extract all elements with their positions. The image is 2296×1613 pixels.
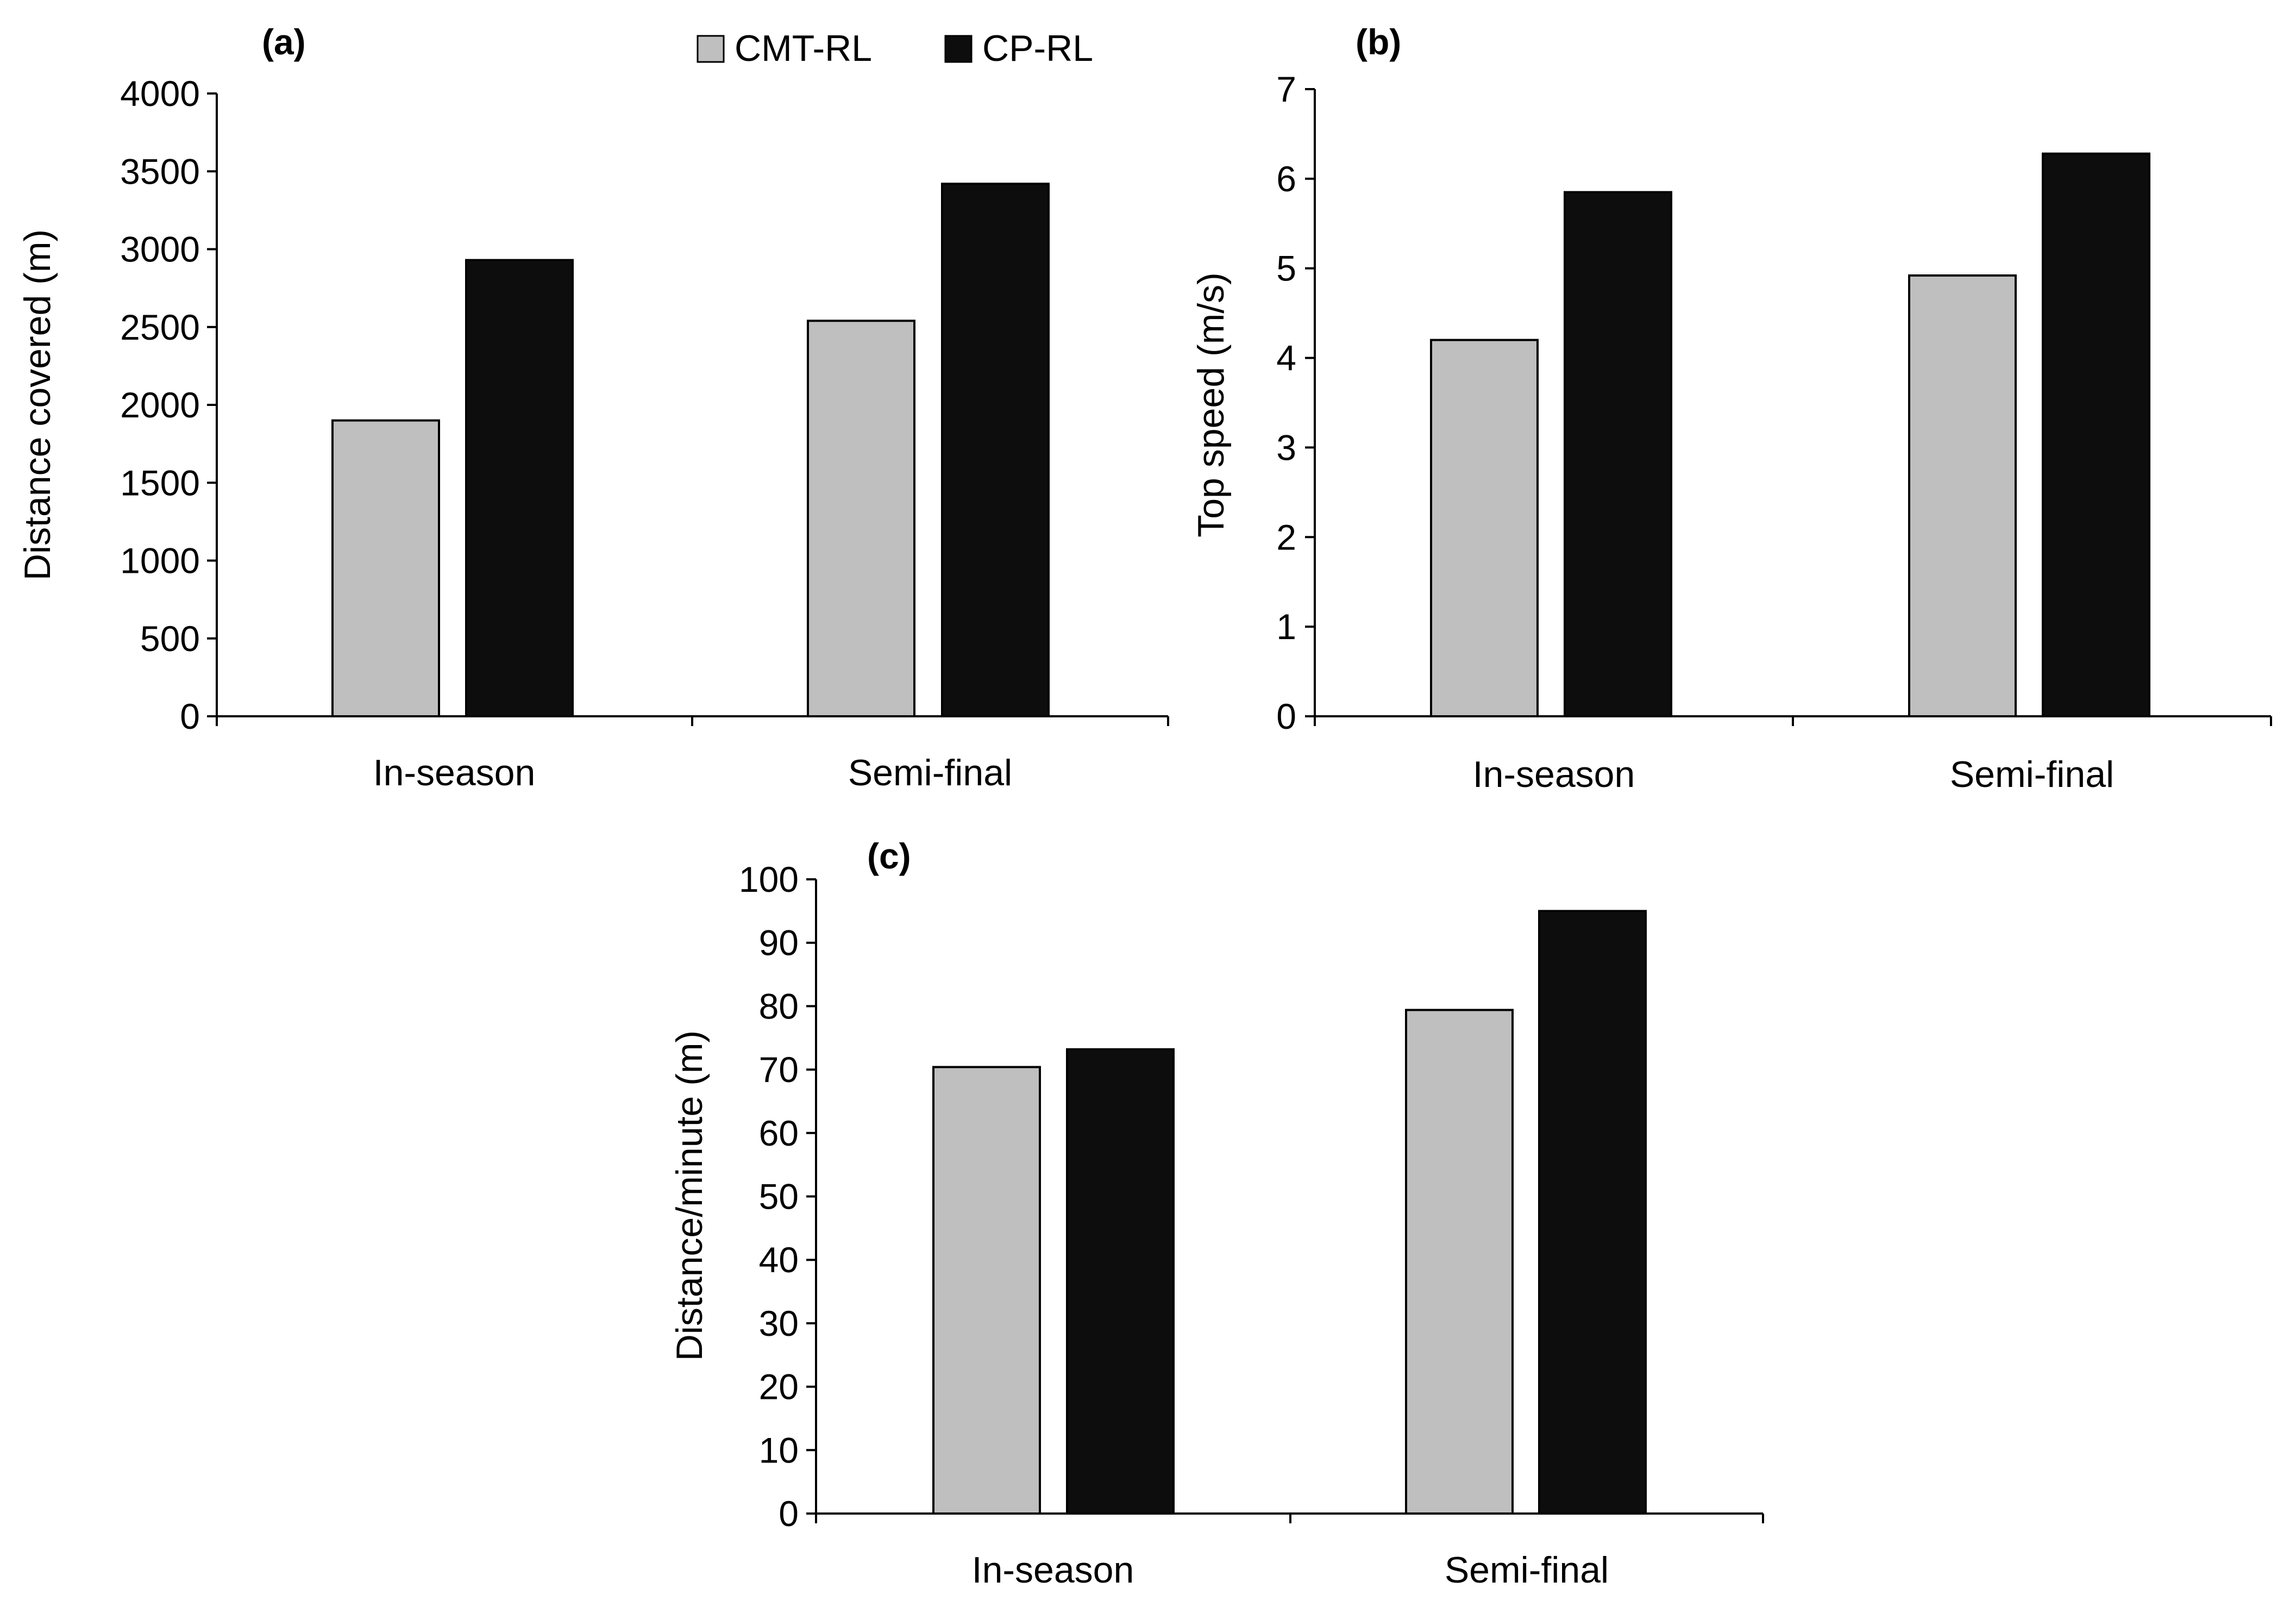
legend-swatch-cp-rl [944,35,973,63]
panel-a-y-tick-label: 0 [180,696,200,736]
panel-b-y-tick-label: 7 [1276,69,1296,109]
panel-c-bar-in-season-cp-rl [1066,1048,1175,1515]
panel-c-y-tick-label: 50 [759,1177,799,1217]
panel-a-y-tick-label: 4000 [120,73,200,114]
panel-c-y-tick-label: 100 [739,859,799,899]
panel-b-y-tick-label: 4 [1276,338,1296,378]
panel-b-y-tick-label: 6 [1276,159,1296,199]
panel-a-bar-semi-final-cmt-rl [807,320,915,717]
panel-c-y-tick-label: 60 [759,1113,799,1153]
panel-a-letter: (a) [262,22,306,62]
panel-b-y-tick-label: 2 [1276,517,1296,557]
panel-c-bar-semi-final-cmt-rl [1405,1009,1514,1515]
panel-a-bar-in-season-cp-rl [465,259,574,717]
panel-b-bar-semi-final-cmt-rl [1908,274,2017,718]
panel-b-x-ticks [1314,716,2272,726]
panel-b: (b) Top speed (m/s) 0 1 2 3 4 5 6 7 In-season S… [1190,22,2272,795]
legend-item-cmt-rl: CMT-RL [697,28,872,69]
legend-label-cmt-rl: CMT-RL [735,28,872,69]
panel-a-bar-semi-final-cp-rl [941,183,1050,718]
panel-c-y-tick-label: 30 [759,1303,799,1343]
panel-b-bars [1430,152,2150,718]
panel-a-x-ticks [216,716,1169,726]
panel-b-y-ticks: 0 1 2 3 4 5 6 7 [1276,69,1315,736]
panel-b-y-tick-label: 1 [1276,607,1296,647]
panel-a-y-ticks: 0 500 1000 1500 2000 2500 3000 3500 4000 [120,73,217,736]
panel-a-bars [331,183,1050,718]
panel-b-y-axis-title: Top speed (m/s) [1190,272,1232,537]
panel-a-category-semi-final: Semi-final [848,752,1012,793]
panel-a-y-tick-label: 1500 [120,462,200,503]
panel-c-y-ticks: 0 10 20 30 40 50 60 70 80 90 100 [739,859,816,1534]
legend: CMT-RL CP-RL [697,28,1093,69]
panel-c-bar-semi-final-cp-rl [1538,910,1647,1515]
panel-c-bars [932,910,1647,1515]
panel-c-y-tick-label: 0 [779,1493,799,1534]
panel-a: (a) Distance covered (m) 0 500 1000 1500 200… [17,22,1169,793]
panel-b-bar-in-season-cmt-rl [1430,339,1539,717]
panel-c-y-tick-label: 10 [759,1430,799,1470]
panel-a-y-tick-label: 500 [140,618,200,659]
panel-c-y-tick-label: 80 [759,986,799,1026]
panel-b-y-tick-label: 3 [1276,427,1296,467]
panel-c-y-tick-label: 90 [759,923,799,963]
panel-b-bar-semi-final-cp-rl [2042,152,2150,717]
panel-a-y-tick-label: 2500 [120,307,200,347]
panel-a-y-tick-label: 3000 [120,229,200,270]
panel-a-category-in-season: In-season [373,752,536,793]
panel-c-y-axis-title: Distance/minute (m) [669,1030,710,1361]
panel-c-y-tick-label: 40 [759,1240,799,1280]
panel-c: (c) Distance/minute (m) 0 10 20 30 40 50 60 70 8… [669,836,1764,1591]
panel-c-y-tick-label: 20 [759,1367,799,1407]
panel-a-y-tick-label: 2000 [120,385,200,425]
panel-a-y-tick-label: 1000 [120,541,200,581]
panel-b-category-in-season: In-season [1473,754,1635,795]
panel-c-bar-in-season-cmt-rl [932,1066,1041,1515]
panel-b-y-tick-label: 5 [1276,248,1296,289]
panel-a-y-axis-title: Distance covered (m) [17,229,58,580]
panel-c-category-in-season: In-season [972,1549,1134,1591]
panel-a-y-tick-label: 3500 [120,151,200,191]
panel-b-letter: (b) [1356,22,1401,62]
panel-c-x-ticks [815,1514,1764,1523]
panel-b-bar-in-season-cp-rl [1564,191,1672,718]
panel-c-letter: (c) [867,836,911,876]
legend-label-cp-rl: CP-RL [982,28,1093,69]
panel-c-y-tick-label: 70 [759,1049,799,1090]
legend-swatch-cmt-rl [697,35,725,63]
panel-c-category-semi-final: Semi-final [1445,1549,1609,1591]
panel-b-y-tick-label: 0 [1276,696,1296,736]
legend-item-cp-rl: CP-RL [944,28,1093,69]
panel-a-bar-in-season-cmt-rl [331,419,440,717]
panel-b-category-semi-final: Semi-final [1950,754,2114,795]
